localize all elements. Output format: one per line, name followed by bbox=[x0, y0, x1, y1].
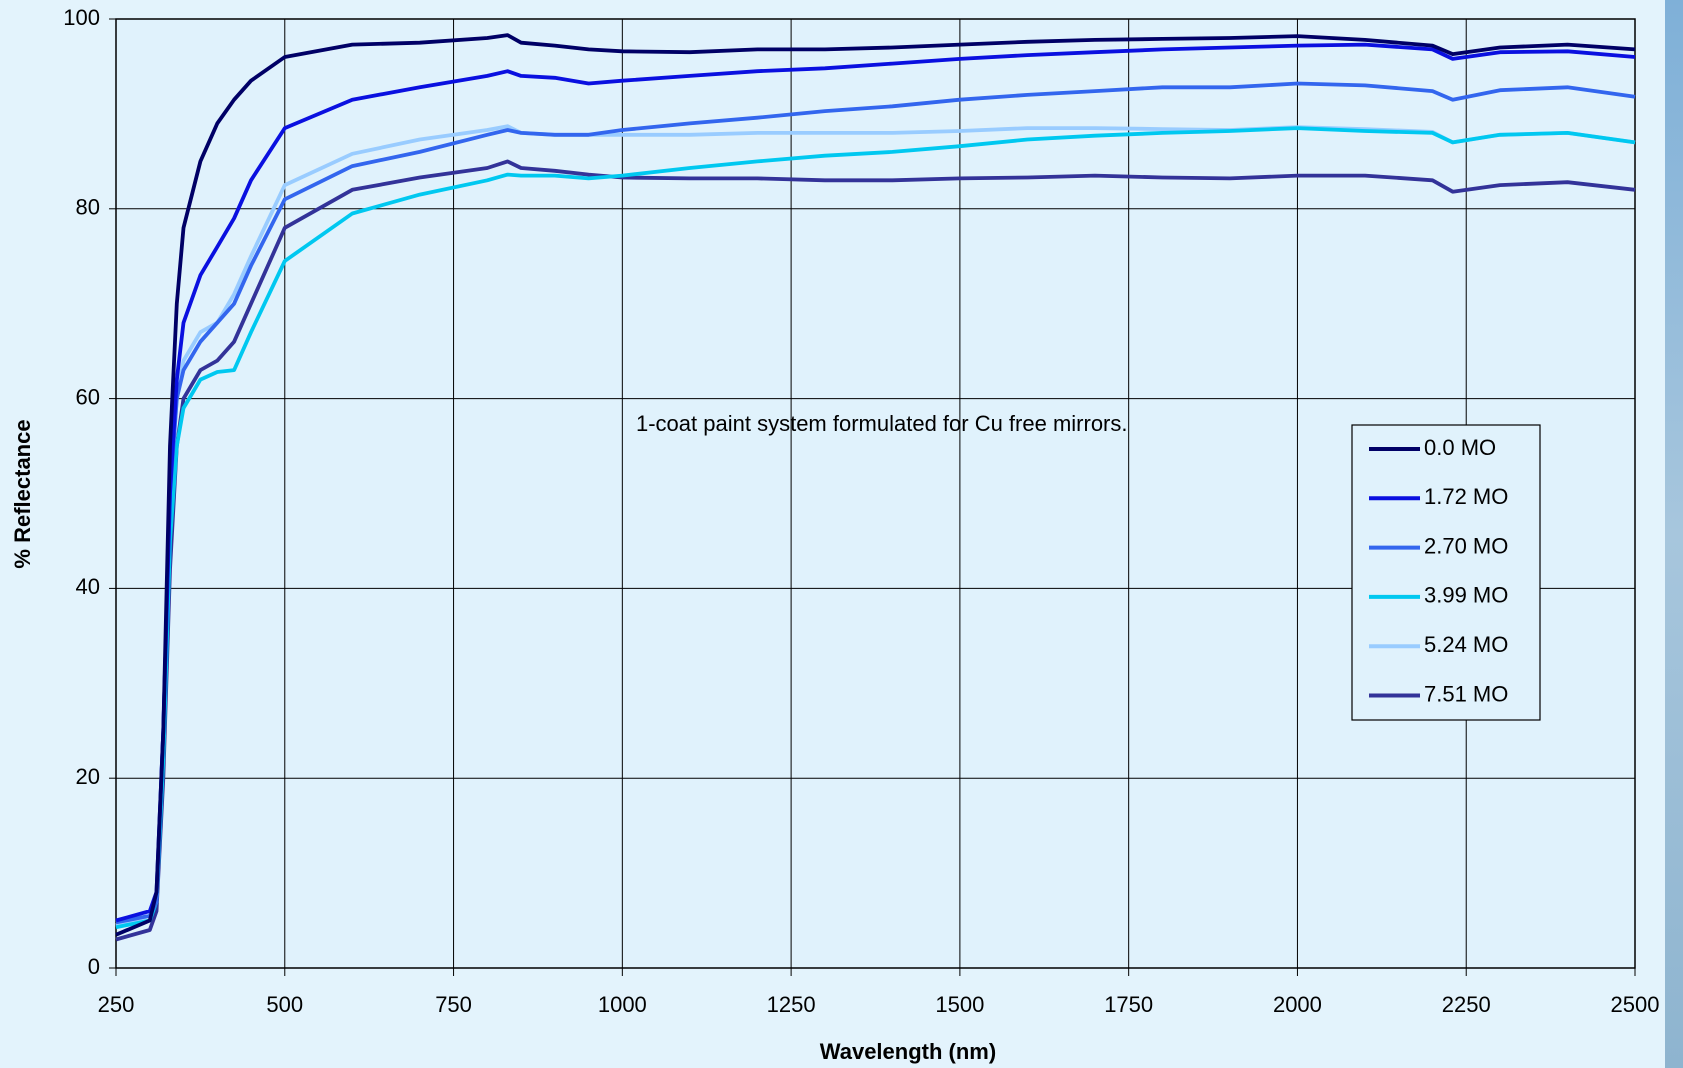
x-tick-label: 1000 bbox=[598, 992, 647, 1017]
x-tick-label: 250 bbox=[98, 992, 135, 1017]
legend-label: 2.70 MO bbox=[1424, 533, 1508, 558]
annotation: 1-coat paint system formulated for Cu fr… bbox=[636, 408, 1156, 440]
page: {"chart_data": {"type": "line", "annotat… bbox=[0, 0, 1683, 1068]
legend-box bbox=[1352, 425, 1540, 720]
chart: Wavelength (nm) % Reflectance 0 20 40 60 80 1… bbox=[0, 0, 1665, 1068]
x-tick-label: 1750 bbox=[1104, 992, 1153, 1017]
y-tick-label: 0 bbox=[88, 954, 100, 979]
y-tick-label: 80 bbox=[76, 195, 100, 220]
legend-label: 0.0 MO bbox=[1424, 435, 1496, 460]
x-tick-label: 1500 bbox=[935, 992, 984, 1017]
y-tick-label: 40 bbox=[76, 574, 100, 599]
x-tick-label: 2000 bbox=[1273, 992, 1322, 1017]
y-axis-title: % Reflectance bbox=[10, 419, 35, 568]
x-tick-label: 2250 bbox=[1442, 992, 1491, 1017]
legend-label: 1.72 MO bbox=[1424, 484, 1508, 509]
legend-label: 5.24 MO bbox=[1424, 632, 1508, 657]
legend-label: 7.51 MO bbox=[1424, 681, 1508, 706]
x-tick-label: 1250 bbox=[767, 992, 816, 1017]
x-axis-title: Wavelength (nm) bbox=[820, 1039, 996, 1064]
x-tick-label: 2500 bbox=[1611, 992, 1660, 1017]
background-strip bbox=[1665, 0, 1683, 1068]
x-tick-label: 500 bbox=[266, 992, 303, 1017]
y-tick-label: 100 bbox=[63, 5, 100, 30]
legend-label: 3.99 MO bbox=[1424, 583, 1508, 608]
y-tick-label: 20 bbox=[76, 764, 100, 789]
x-tick-label: 750 bbox=[435, 992, 472, 1017]
y-tick-label: 60 bbox=[76, 384, 100, 409]
